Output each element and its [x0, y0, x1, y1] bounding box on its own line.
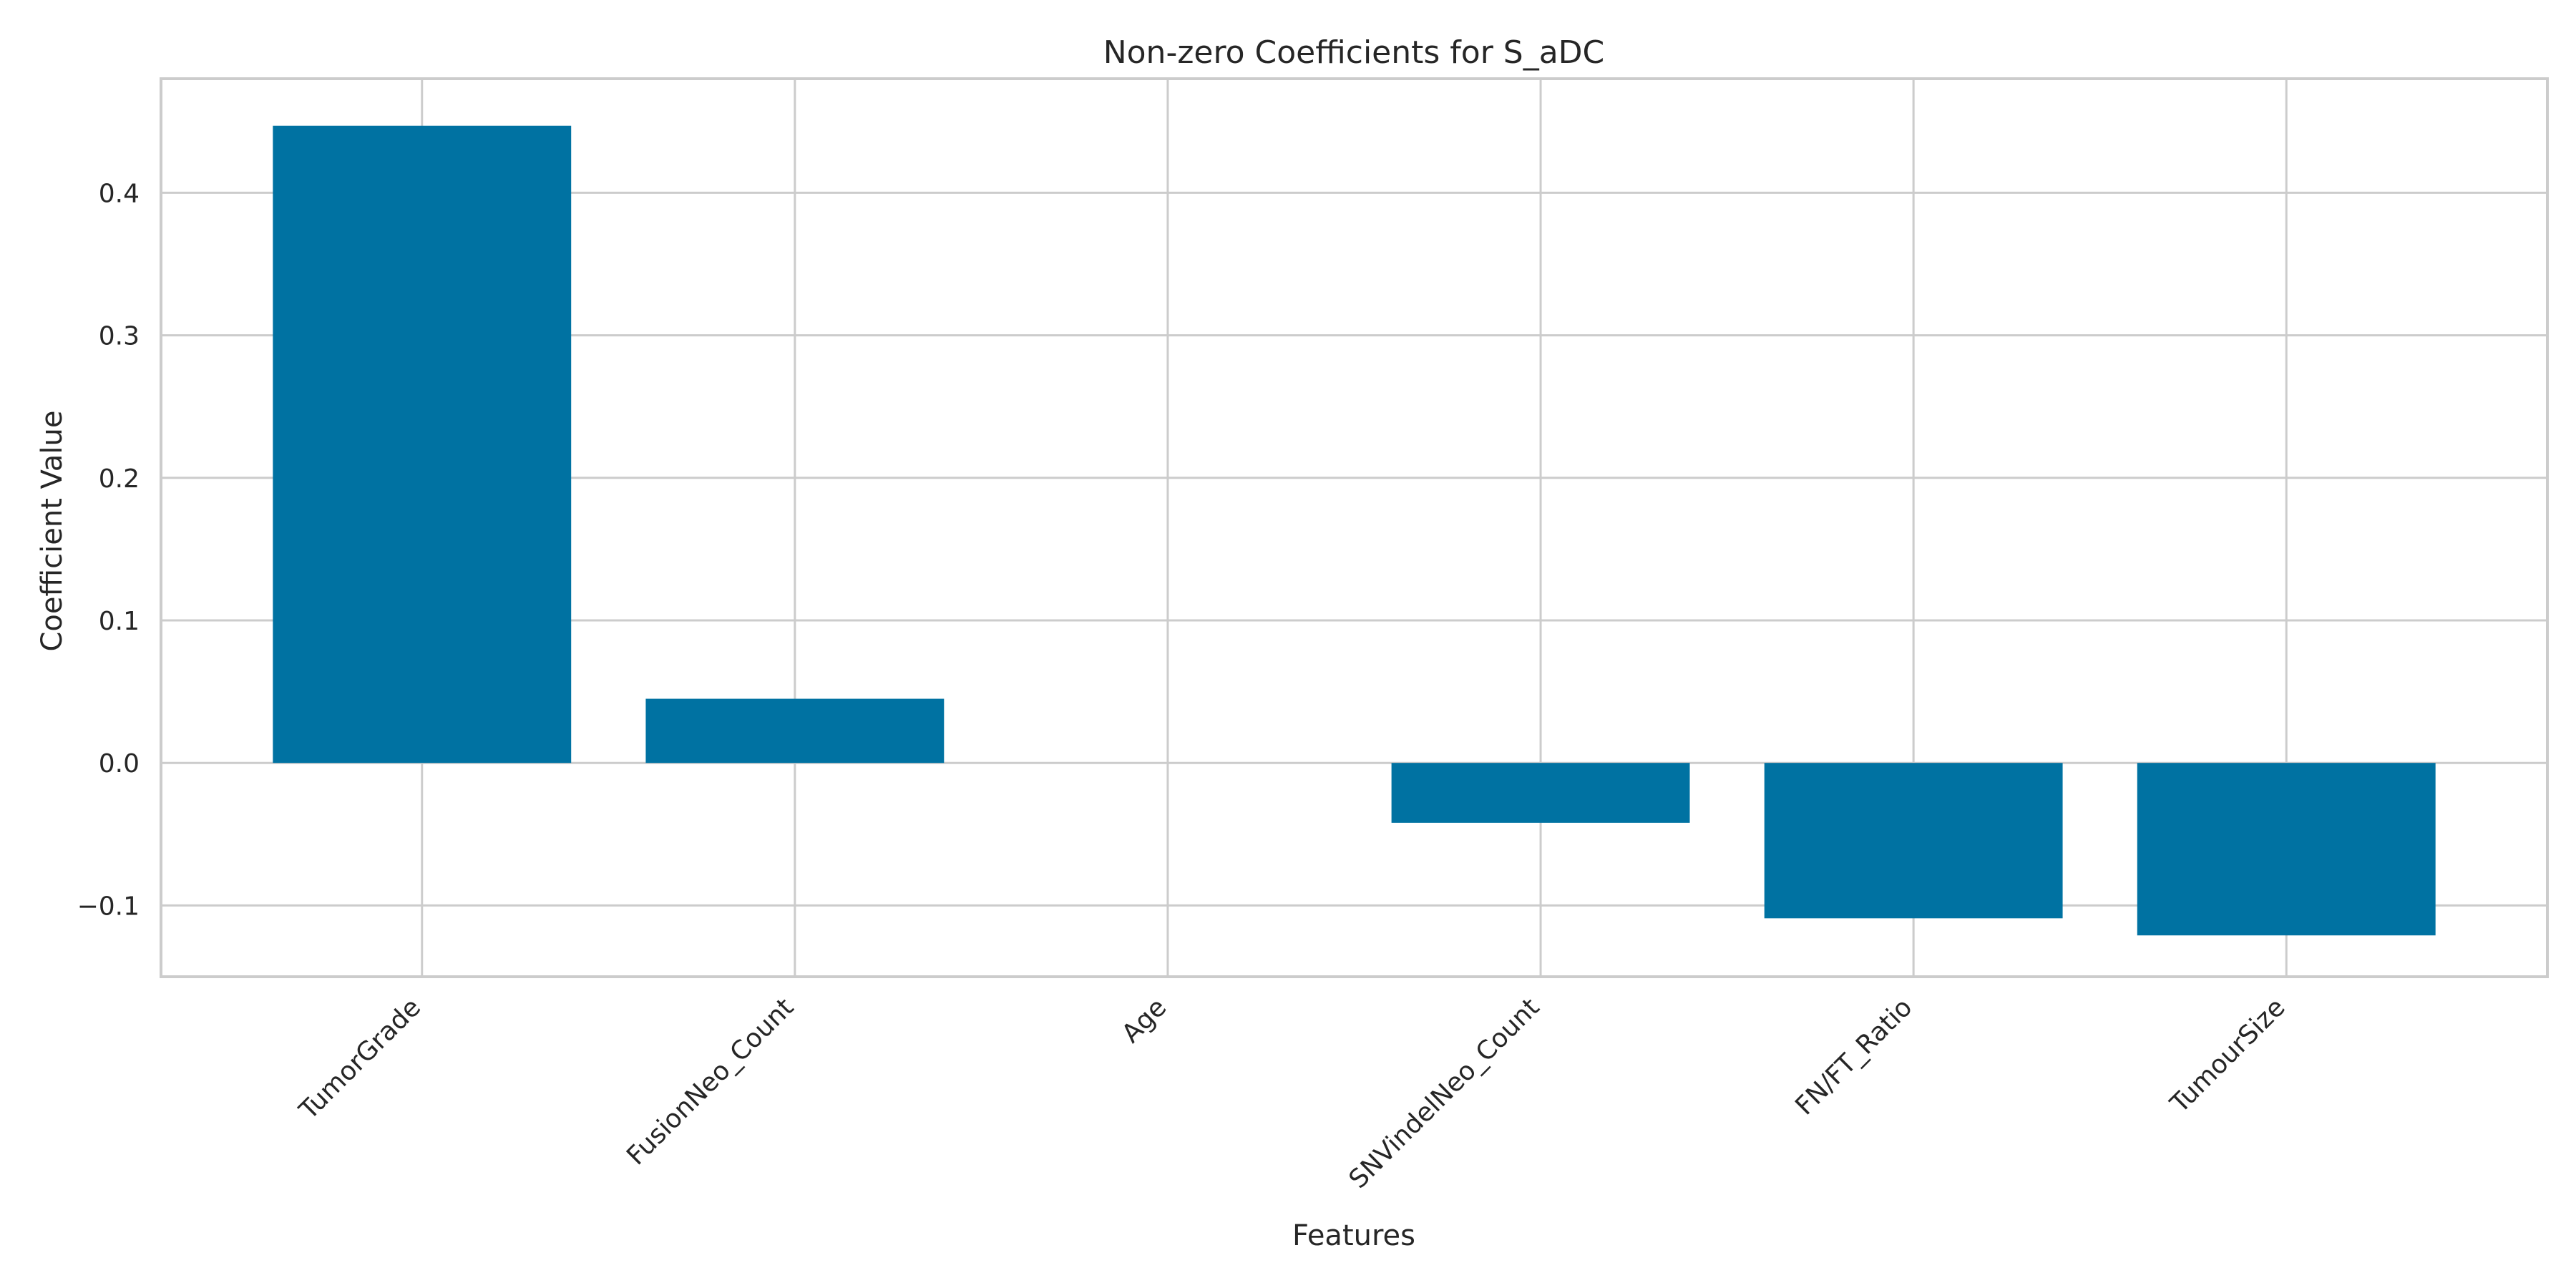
y-tick-labels: −0.1 0.0 0.1 0.2 0.3 0.4 [77, 179, 140, 921]
bar [1764, 763, 2063, 919]
y-axis-label: Coefficient Value [36, 411, 69, 652]
bar [645, 698, 945, 763]
x-axis-label: Features [1292, 1219, 1415, 1252]
bar [273, 125, 572, 763]
y-tick-label: 0.3 [99, 322, 140, 351]
bar [2137, 763, 2436, 936]
y-tick-label: 0.0 [99, 749, 140, 779]
y-tick-label: 0.2 [99, 464, 140, 494]
y-tick-label: −0.1 [77, 892, 140, 921]
plot-frame [160, 77, 2549, 978]
bars [273, 125, 2436, 936]
bar [1391, 763, 1690, 823]
y-tick-label: 0.1 [99, 607, 140, 636]
chart-title: Non-zero Coefficients for S_aDC [1103, 34, 1605, 71]
y-tick-label: 0.4 [99, 179, 140, 208]
